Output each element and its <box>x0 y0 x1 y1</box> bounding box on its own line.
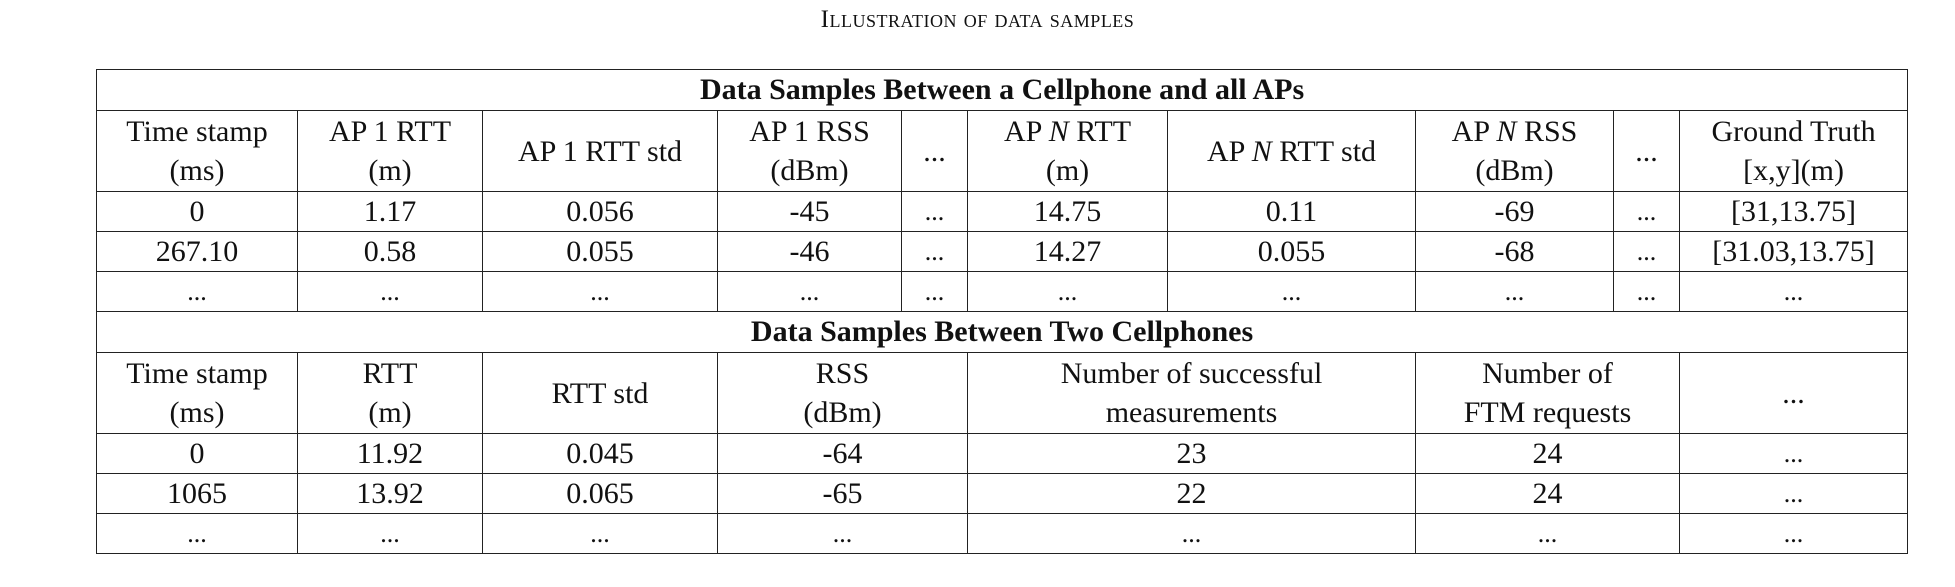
column-header: ... <box>1613 110 1680 192</box>
section-title-cellphones-row: Data Samples Between Two Cellphones <box>95 311 1909 353</box>
column-header: RTT std <box>482 352 718 434</box>
section-title-aps: Data Samples Between a Cellphone and all… <box>95 69 1909 111</box>
table-cell: 0.056 <box>482 191 718 232</box>
table-cell: 0 <box>96 191 298 232</box>
table-cell: [31,13.75] <box>1678 191 1909 232</box>
table-cell: 23 <box>967 433 1416 474</box>
header-row: Time stamp (ms) RTT (m) RTT std RSS (dBm) Numbe… <box>96 352 1909 434</box>
table-cell: ... <box>717 513 968 554</box>
table-cell: 22 <box>967 473 1416 514</box>
column-header: ... <box>901 110 968 192</box>
column-header: Number of FTM requests <box>1415 352 1680 434</box>
column-header: AP N RTT std <box>1167 110 1416 192</box>
column-header: Ground Truth [x,y](m) <box>1678 110 1909 192</box>
table-cell: ... <box>1415 513 1680 554</box>
table-cell: ... <box>1678 473 1909 514</box>
table-cell: 0.065 <box>482 473 718 514</box>
table-cell: ... <box>482 513 718 554</box>
table-cell: ... <box>1678 513 1909 554</box>
table-cell: 24 <box>1415 473 1680 514</box>
table-cell: 14.75 <box>967 191 1168 232</box>
table-cell: ... <box>1613 231 1680 272</box>
table-cell: ... <box>1613 271 1680 312</box>
column-header: ... <box>1678 352 1909 434</box>
table-cell: 0.11 <box>1167 191 1416 232</box>
table-cell: 0.58 <box>297 231 483 272</box>
table-cell: 13.92 <box>297 473 483 514</box>
table-cell: ... <box>717 271 902 312</box>
table-cell: 0.055 <box>482 231 718 272</box>
table-row: ..................... <box>96 513 1909 554</box>
table-cell: ... <box>96 513 298 554</box>
table-row: .............................. <box>96 271 1909 312</box>
table-cell: 0.055 <box>1167 231 1416 272</box>
column-header: AP N RSS (dBm) <box>1415 110 1614 192</box>
table-cell: ... <box>96 271 298 312</box>
table-cell: -65 <box>717 473 968 514</box>
table-cell: ... <box>967 513 1416 554</box>
column-header: AP N RTT (m) <box>967 110 1168 192</box>
table-cell: ... <box>967 271 1168 312</box>
table-cell: ... <box>482 271 718 312</box>
table-caption: Illustration of data samples <box>820 6 1135 33</box>
table-row: 0 11.92 0.045 -64 23 24... <box>96 433 1909 474</box>
table-cell: 0.045 <box>482 433 718 474</box>
section-title-aps-row: Data Samples Between a Cellphone and all… <box>95 69 1909 111</box>
table-cell: 1065 <box>96 473 298 514</box>
column-header: Time stamp (ms) <box>96 352 298 434</box>
table-cell: ... <box>297 271 483 312</box>
table-cell: -64 <box>717 433 968 474</box>
table-cell: ... <box>901 271 968 312</box>
table-cell: ... <box>1678 271 1909 312</box>
data-samples-table: Data Samples Between a Cellphone and all… <box>95 69 1909 554</box>
table-cell: 24 <box>1415 433 1680 474</box>
header-row: Time stamp (ms) AP 1 RTT (m) AP 1 RTT std AP … <box>96 110 1909 192</box>
table-cell: -69 <box>1415 191 1614 232</box>
column-header: AP 1 RTT (m) <box>297 110 483 192</box>
section-title-cellphones: Data Samples Between Two Cellphones <box>95 311 1909 353</box>
column-header: AP 1 RSS (dBm) <box>717 110 902 192</box>
table-cell: ... <box>297 513 483 554</box>
column-header: AP 1 RTT std <box>482 110 718 192</box>
column-header: RTT (m) <box>297 352 483 434</box>
table-cell: ... <box>1678 433 1909 474</box>
table-cell: -68 <box>1415 231 1614 272</box>
table-cell: -46 <box>717 231 902 272</box>
table-cell: [31.03,13.75] <box>1678 231 1909 272</box>
table-cell: 14.27 <box>967 231 1168 272</box>
table-cell: ... <box>1167 271 1416 312</box>
table-cell: 1.17 <box>297 191 483 232</box>
table-cell: 267.10 <box>96 231 298 272</box>
table-cell: ... <box>901 231 968 272</box>
table-row: 267.10 0.58 0.055 -46... 14.27 0.055 -68... [31… <box>96 231 1909 272</box>
table-cell: ... <box>901 191 968 232</box>
column-header: Time stamp (ms) <box>96 110 298 192</box>
table-row: 1065 13.92 0.065 -65 22 24... <box>96 473 1909 514</box>
column-header: Number of successful measurements <box>967 352 1416 434</box>
table-row: 0 1.17 0.056 -45... 14.75 0.11 -69... [31,13.75… <box>96 191 1909 232</box>
table-cell: 0 <box>96 433 298 474</box>
table-cell: ... <box>1415 271 1614 312</box>
table-cell: 11.92 <box>297 433 483 474</box>
column-header: RSS (dBm) <box>717 352 968 434</box>
table-cell: -45 <box>717 191 902 232</box>
table-cell: ... <box>1613 191 1680 232</box>
